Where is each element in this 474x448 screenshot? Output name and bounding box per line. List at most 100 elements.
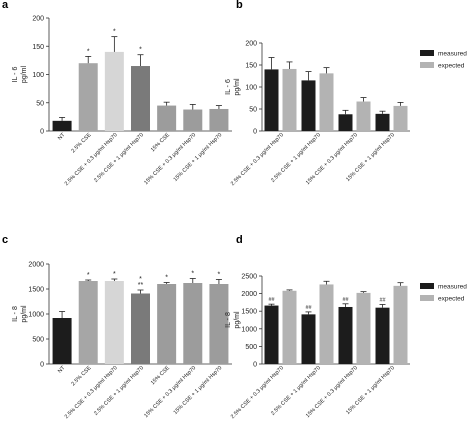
panel-letter-d: d bbox=[236, 234, 243, 246]
bar bbox=[78, 63, 98, 132]
y-tick-label: 1500 bbox=[241, 309, 257, 316]
panel-letter-c: c bbox=[2, 234, 9, 246]
x-tick-label: 15% CSE + 0.3 μg/ml Hsp70 bbox=[143, 365, 197, 419]
bar bbox=[282, 68, 297, 131]
bar bbox=[375, 307, 390, 364]
y-axis-label: IL - 8 bbox=[225, 312, 232, 328]
bar bbox=[104, 281, 124, 364]
bar bbox=[157, 105, 177, 131]
bar bbox=[183, 283, 203, 364]
x-tick-label: 2.5% CSE + 0.3 μg/ml Hsp70 bbox=[64, 132, 119, 187]
y-tick-label: 2500 bbox=[241, 274, 257, 281]
y-tick-label: 1000 bbox=[241, 326, 257, 333]
y-tick-label: 200 bbox=[32, 16, 44, 23]
bar bbox=[104, 51, 124, 131]
bar bbox=[301, 314, 316, 364]
y-tick-label: 150 bbox=[32, 44, 44, 51]
legend-swatch bbox=[420, 295, 434, 301]
significance-marker: * bbox=[139, 47, 142, 54]
x-tick-label: NT bbox=[57, 365, 67, 375]
y-axis-label: pg/ml bbox=[21, 66, 28, 84]
y-tick-label: 1500 bbox=[28, 287, 44, 294]
x-tick-label: 2.5% CSE + 1 μg/ml Hsp70 bbox=[93, 132, 145, 184]
bar bbox=[393, 285, 408, 364]
bar bbox=[209, 284, 229, 364]
bar bbox=[375, 113, 390, 131]
legend-label: expected bbox=[438, 296, 465, 303]
y-tick-label: 100 bbox=[245, 85, 257, 92]
significance-marker: * bbox=[139, 276, 142, 283]
y-tick-label: 0 bbox=[253, 129, 257, 136]
x-tick-label: 15% CSE + 1 μg/ml Hsp70 bbox=[173, 132, 224, 183]
significance-marker: ## bbox=[379, 298, 386, 304]
bar bbox=[264, 305, 279, 364]
significance-marker: * bbox=[113, 29, 116, 36]
bar bbox=[301, 80, 316, 131]
bar bbox=[356, 292, 371, 364]
y-tick-label: 200 bbox=[245, 41, 257, 48]
y-tick-label: 2000 bbox=[241, 291, 257, 298]
bar bbox=[338, 114, 353, 131]
y-axis-label: IL - 6 bbox=[225, 79, 232, 95]
bar bbox=[282, 290, 297, 364]
bar bbox=[393, 105, 408, 131]
panel-letter-b: b bbox=[236, 0, 243, 11]
bar bbox=[131, 66, 150, 131]
significance-marker: * bbox=[87, 272, 90, 279]
x-tick-label: 15% CSE bbox=[150, 132, 171, 153]
significance-marker: * bbox=[165, 275, 168, 282]
x-tick-label: 15% CSE bbox=[150, 365, 171, 386]
bar bbox=[319, 73, 334, 131]
significance-marker: ## bbox=[342, 297, 349, 303]
y-tick-label: 0 bbox=[40, 129, 44, 136]
y-tick-label: 50 bbox=[249, 107, 257, 114]
bar bbox=[131, 293, 150, 364]
bar bbox=[338, 306, 353, 364]
y-tick-label: 500 bbox=[32, 337, 44, 344]
bar bbox=[319, 284, 334, 364]
y-axis-label: pg/ml bbox=[234, 311, 241, 329]
significance-marker: * bbox=[191, 271, 194, 278]
legend-swatch bbox=[420, 283, 434, 289]
x-tick-label: 2.5% CSE + 0.3 μg/ml Hsp70 bbox=[64, 365, 119, 420]
x-tick-label: NT bbox=[57, 132, 67, 142]
y-tick-label: 100 bbox=[32, 72, 44, 79]
significance-marker: ## bbox=[305, 305, 312, 311]
significance-marker: ## bbox=[268, 297, 275, 303]
y-axis-label: IL - 6 bbox=[12, 67, 19, 83]
x-tick-label: 15% CSE + 0.3 μg/ml Hsp70 bbox=[143, 132, 197, 186]
x-tick-label: 2.5% CSE bbox=[70, 132, 92, 154]
significance-marker: ** bbox=[138, 282, 144, 289]
significance-marker: * bbox=[218, 272, 221, 279]
bar bbox=[183, 109, 203, 131]
y-tick-label: 0 bbox=[40, 362, 44, 369]
legend-label: expected bbox=[438, 63, 465, 70]
significance-marker: * bbox=[87, 48, 90, 55]
bar bbox=[356, 101, 371, 131]
legend-swatch bbox=[420, 50, 434, 56]
legend-label: measured bbox=[438, 284, 467, 291]
bar bbox=[264, 69, 279, 131]
y-axis-label: IL - 8 bbox=[12, 306, 19, 322]
y-tick-label: 0 bbox=[253, 362, 257, 369]
legend-label: measured bbox=[438, 51, 467, 58]
x-tick-label: 15% CSE + 1 μg/ml Hsp70 bbox=[173, 365, 224, 416]
y-axis-label: pg/ml bbox=[234, 78, 241, 96]
bar bbox=[52, 318, 72, 364]
significance-marker: * bbox=[113, 271, 116, 278]
y-tick-label: 2000 bbox=[28, 262, 44, 269]
x-tick-label: 2.5% CSE bbox=[70, 365, 92, 387]
legend-swatch bbox=[420, 62, 434, 68]
bar bbox=[157, 284, 177, 364]
y-tick-label: 50 bbox=[36, 100, 44, 107]
bar bbox=[78, 281, 98, 364]
y-tick-label: 500 bbox=[245, 344, 257, 351]
panel-letter-a: a bbox=[2, 0, 9, 11]
bar bbox=[52, 120, 72, 131]
y-tick-label: 1000 bbox=[28, 312, 44, 319]
y-axis-label: pg/ml bbox=[21, 305, 28, 323]
y-tick-label: 150 bbox=[245, 63, 257, 70]
x-tick-label: 2.5% CSE + 1 μg/ml Hsp70 bbox=[93, 365, 145, 417]
bar bbox=[209, 108, 229, 131]
